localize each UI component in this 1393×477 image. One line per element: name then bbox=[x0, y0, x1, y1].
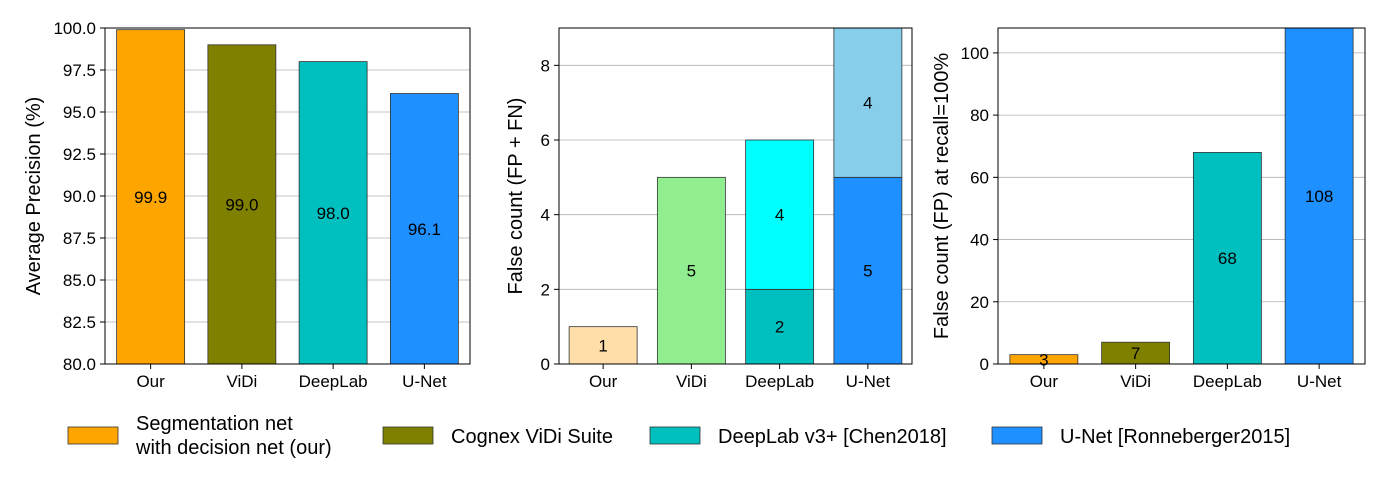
y-axis-label: Average Precision (%) bbox=[23, 97, 45, 296]
data-label: 4 bbox=[863, 94, 872, 113]
chart-2: 1 5 2 4 5 4 0 2 4 6 8 Our ViDi DeepLab U-Net False coun… bbox=[505, 27, 913, 391]
legend-item: DeepLab v3+ [Chen2018] bbox=[649, 426, 947, 448]
y-tick-label: 60 bbox=[970, 168, 989, 187]
data-label: 96.1 bbox=[408, 220, 441, 239]
bar-u-net-segment-1 bbox=[833, 176, 903, 365]
x-tick-label: ViDi bbox=[1120, 372, 1151, 391]
data-label: 99.0 bbox=[225, 195, 258, 214]
bar-deeplab-segment-2 bbox=[745, 139, 815, 290]
legend-label: with decision net (our) bbox=[135, 437, 332, 459]
y-axis-label: False count (FP + FN) bbox=[505, 98, 527, 295]
y-tick-label: 40 bbox=[970, 231, 989, 250]
y-tick-label: 0 bbox=[980, 355, 989, 374]
y-tick-label: 95.0 bbox=[63, 103, 96, 122]
x-tick-label: ViDi bbox=[226, 372, 257, 391]
legend-label: U-Net [Ronneberger2015] bbox=[1060, 426, 1290, 448]
data-label: 108 bbox=[1305, 187, 1333, 206]
y-tick-label: 85.0 bbox=[63, 271, 96, 290]
bar-u-net bbox=[1284, 27, 1354, 365]
bar-vidi-segment-1 bbox=[656, 176, 726, 365]
legend-item: Cognex ViDi Suite bbox=[382, 426, 613, 448]
legend-label: Cognex ViDi Suite bbox=[451, 426, 613, 448]
bar-deeplab bbox=[298, 61, 368, 365]
x-tick-label: Our bbox=[136, 372, 165, 391]
y-tick-label: 4 bbox=[541, 206, 550, 225]
data-label: 3 bbox=[1039, 350, 1048, 369]
legend-swatch bbox=[649, 426, 701, 445]
x-tick-label: Our bbox=[1030, 372, 1059, 391]
data-label: 98.0 bbox=[317, 204, 350, 223]
legend-label: Segmentation net bbox=[136, 413, 293, 435]
bar-deeplab-segment-1 bbox=[745, 288, 815, 365]
y-tick-label: 82.5 bbox=[63, 313, 96, 332]
y-tick-label: 80.0 bbox=[63, 355, 96, 374]
data-label: 2 bbox=[775, 318, 784, 337]
data-label: 1 bbox=[598, 336, 607, 355]
y-tick-label: 87.5 bbox=[63, 229, 96, 248]
x-tick-label: ViDi bbox=[676, 372, 707, 391]
x-tick-label: DeepLab bbox=[745, 372, 814, 391]
x-tick-label: U-Net bbox=[1297, 372, 1342, 391]
chart-3: 3 7 68 108 0 20 40 60 80 100 Our ViDi DeepLab U-Net Fa… bbox=[931, 27, 1366, 391]
bar-deeplab bbox=[1192, 152, 1262, 365]
y-axis-label: False count (FP) at recall=100% bbox=[931, 53, 953, 339]
legend-swatch bbox=[67, 426, 119, 445]
y-tick-label: 90.0 bbox=[63, 187, 96, 206]
y-tick-label: 100.0 bbox=[53, 19, 96, 38]
x-tick-label: DeepLab bbox=[1193, 372, 1262, 391]
y-tick-label: 97.5 bbox=[63, 61, 96, 80]
data-label: 5 bbox=[687, 262, 696, 281]
bar-vidi bbox=[207, 44, 277, 365]
y-tick-label: 2 bbox=[541, 280, 550, 299]
x-tick-label: Our bbox=[589, 372, 618, 391]
y-tick-label: 8 bbox=[541, 56, 550, 75]
legend-swatch bbox=[991, 426, 1043, 445]
y-tick-label: 100 bbox=[961, 44, 989, 63]
data-label: 99.9 bbox=[134, 188, 167, 207]
data-label: 5 bbox=[863, 262, 872, 281]
y-tick-label: 0 bbox=[541, 355, 550, 374]
y-tick-label: 6 bbox=[541, 131, 550, 150]
x-tick-label: DeepLab bbox=[299, 372, 368, 391]
y-tick-label: 80 bbox=[970, 106, 989, 125]
x-tick-label: U-Net bbox=[846, 372, 891, 391]
x-tick-label: U-Net bbox=[402, 372, 447, 391]
data-label: 7 bbox=[1131, 344, 1140, 363]
plot-frame bbox=[558, 27, 913, 365]
data-label: 4 bbox=[775, 206, 784, 225]
data-label: 68 bbox=[1218, 249, 1237, 268]
plot-frame bbox=[997, 27, 1366, 365]
legend-item: U-Net [Ronneberger2015] bbox=[991, 426, 1290, 448]
chart-1: 99.9 99.0 98.0 96.1 80.0 82.5 85.0 87.5 90.0 92.5… bbox=[23, 19, 471, 391]
legend-label: DeepLab v3+ [Chen2018] bbox=[718, 426, 947, 448]
legend-swatch bbox=[382, 426, 434, 445]
bar-u-net bbox=[389, 93, 459, 365]
y-tick-label: 92.5 bbox=[63, 145, 96, 164]
y-tick-label: 20 bbox=[970, 293, 989, 312]
